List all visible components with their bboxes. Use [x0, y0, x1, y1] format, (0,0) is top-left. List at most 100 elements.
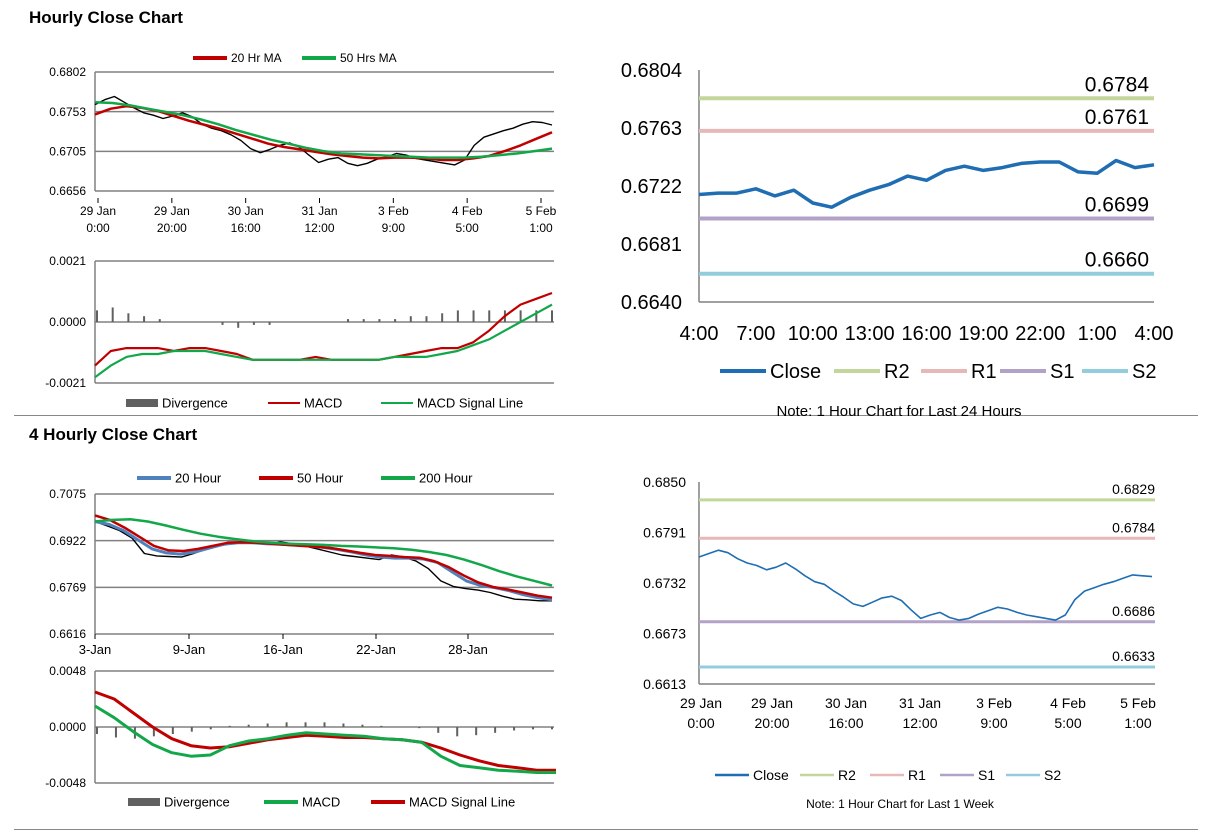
hourly-24h-y-tick-label: 0.6681 — [621, 234, 682, 256]
hourly-price-legend-20hr-label: 20 Hr MA — [231, 51, 282, 65]
hourly-price-y-tick-label: 0.6802 — [49, 65, 86, 79]
hourly-week-x-tick-label: 1:00 — [1124, 715, 1151, 731]
hourly-macd-y-tick-label: 0.0000 — [49, 315, 86, 329]
hourly-24h-s2-label: 0.6660 — [1085, 249, 1149, 272]
hourly-price-x-tick-label: 3 Feb — [378, 204, 409, 218]
four-hourly-macd-macd-line — [94, 704, 556, 774]
hourly-week-x-tick-label: 3 Feb — [976, 695, 1012, 711]
hourly-week-s2-label: 0.6633 — [1112, 648, 1155, 664]
hourly-24h-r2-label: 0.6784 — [1085, 73, 1150, 96]
hourly-week-note: Note: 1 Hour Chart for Last 1 Week — [806, 797, 995, 811]
four-hourly-price-x-tick-label: 9-Jan — [173, 642, 206, 657]
four-hourly-macd-y-tick-label: -0.0048 — [45, 776, 86, 790]
hourly-24h-x-tick-label: 4:00 — [680, 323, 719, 345]
hourly-week-y-tick-label: 0.6732 — [643, 575, 686, 591]
four-hourly-macd-signal-line — [94, 690, 556, 772]
section-separator — [14, 415, 1198, 416]
hourly-week-x-tick-label: 29 Jan — [680, 695, 722, 711]
hourly-week-x-tick-label: 9:00 — [980, 715, 1007, 731]
four-hourly-macd-y-tick-label: 0.0048 — [49, 664, 86, 678]
hourly-24h-x-tick-label: 10:00 — [788, 323, 838, 345]
hourly-week-legend-s1-label: S1 — [978, 767, 995, 783]
four-hourly-macd-legend-divergence-label: Divergence — [164, 795, 230, 810]
hourly-week-x-tick-label: 12:00 — [902, 715, 937, 731]
hourly-price-x-tick-label: 12:00 — [304, 221, 334, 235]
hourly-week-legend-s2-label: S2 — [1044, 767, 1061, 783]
hourly-week-r1-label: 0.6784 — [1112, 519, 1155, 535]
hourly-24h-x-tick-label: 22:00 — [1015, 323, 1065, 345]
hourly-price-x-tick-label: 9:00 — [382, 221, 406, 235]
hourly-week-y-tick-label: 0.6673 — [643, 625, 686, 641]
hourly-macd-legend-divergence-swatch — [126, 399, 158, 407]
hourly-week-x-tick-label: 31 Jan — [899, 695, 941, 711]
four-hourly-price-y-tick-label: 0.6769 — [49, 581, 86, 595]
hourly-week-x-tick-label: 5 Feb — [1120, 695, 1156, 711]
hourly-section-title: Hourly Close Chart — [29, 8, 183, 27]
hourly-24h-s1-label: 0.6699 — [1085, 194, 1149, 217]
four-hourly-price-x-tick-label: 22-Jan — [356, 642, 396, 657]
hourly-macd-y-tick-label: 0.0021 — [49, 254, 86, 268]
hourly-24h-r1-label: 0.6761 — [1085, 106, 1149, 129]
hourly-week-r2-label: 0.6829 — [1112, 481, 1155, 497]
hourly-price-x-tick-label: 16:00 — [231, 221, 261, 235]
hourly-24h-legend-r2-label: R2 — [884, 361, 910, 383]
four-hourly-price-legend-50hour-label: 50 Hour — [297, 471, 344, 486]
hourly-24h-x-tick-label: 1:00 — [1078, 323, 1117, 345]
hourly-week-x-tick-label: 29 Jan — [751, 695, 793, 711]
hourly-price-x-tick-label: 31 Jan — [301, 204, 337, 218]
hourly-week-x-tick-label: 30 Jan — [825, 695, 867, 711]
four-hourly-price-legend-20hour-label: 20 Hour — [175, 471, 222, 486]
four-hourly-macd-y-tick-label: 0.0000 — [49, 720, 86, 734]
hourly-24h-y-tick-label: 0.6763 — [621, 118, 682, 140]
bottom-separator — [14, 829, 1198, 830]
hourly-price-close-line — [94, 95, 553, 167]
four-hourly-macd-legend-macd-label: MACD — [302, 795, 340, 810]
hourly-week-x-tick-label: 16:00 — [828, 715, 863, 731]
hourly-price-x-tick-label: 29 Jan — [154, 204, 190, 218]
hourly-week-close-line — [698, 549, 1153, 621]
hourly-price-y-tick-label: 0.6705 — [49, 145, 86, 159]
hourly-week-x-tick-label: 0:00 — [687, 715, 714, 731]
hourly-price-x-tick-label: 0:00 — [86, 221, 110, 235]
hourly-macd-macd-line — [94, 291, 553, 367]
hourly-price-x-tick-label: 5 Feb — [526, 204, 557, 218]
hourly-24h-y-tick-label: 0.6804 — [621, 60, 682, 82]
four-hourly-price-y-tick-label: 0.6922 — [49, 534, 86, 548]
hourly-24h-x-tick-label: 19:00 — [958, 323, 1008, 345]
hourly-24h-legend-s2-label: S2 — [1132, 361, 1156, 383]
hourly-week-y-tick-label: 0.6791 — [643, 524, 686, 540]
four-hourly-price-x-tick-label: 28-Jan — [448, 642, 488, 657]
hourly-price-x-tick-label: 29 Jan — [80, 204, 116, 218]
hourly-24h-x-tick-label: 7:00 — [736, 323, 775, 345]
hourly-24h-x-tick-label: 16:00 — [901, 323, 951, 345]
hourly-week-legend-r1-label: R1 — [908, 767, 926, 783]
hourly-24h-legend-s1-label: S1 — [1050, 361, 1074, 383]
hourly-macd-legend-divergence-label: Divergence — [162, 396, 228, 411]
four-hourly-price-50hour-line — [94, 514, 553, 599]
hourly-macd-signal-line — [94, 303, 553, 379]
hourly-price-x-tick-label: 5:00 — [455, 221, 479, 235]
hourly-price-x-tick-label: 1:00 — [529, 221, 553, 235]
hourly-24h-y-tick-label: 0.6722 — [621, 176, 682, 198]
hourly-week-y-tick-label: 0.6613 — [643, 676, 686, 692]
four-hourly-macd-legend-signal-label: MACD Signal Line — [409, 795, 515, 810]
hourly-price-legend-50hrs-label: 50 Hrs MA — [340, 51, 397, 65]
hourly-week-y-tick-label: 0.6850 — [643, 474, 686, 490]
hourly-week-x-tick-label: 5:00 — [1054, 715, 1081, 731]
hourly-macd-legend-macd-label: MACD — [304, 396, 342, 411]
hourly-24h-x-tick-label: 13:00 — [845, 323, 895, 345]
hourly-week-legend-r2-label: R2 — [838, 767, 856, 783]
hourly-24h-legend-close-label: Close — [770, 361, 821, 383]
four-hourly-section-title: 4 Hourly Close Chart — [29, 425, 198, 444]
four-hourly-price-y-tick-label: 0.6616 — [49, 627, 86, 641]
hourly-week-s1-label: 0.6686 — [1112, 603, 1155, 619]
hourly-24h-x-tick-label: 4:00 — [1135, 323, 1174, 345]
hourly-macd-y-tick-label: -0.0021 — [45, 376, 86, 390]
four-hourly-macd-legend-divergence-swatch — [128, 798, 160, 806]
hourly-24h-note: Note: 1 Hour Chart for Last 24 Hours — [776, 403, 1021, 420]
hourly-24h-legend-r1-label: R1 — [971, 361, 997, 383]
hourly-price-x-tick-label: 20:00 — [157, 221, 187, 235]
hourly-price-50hrs-ma-line — [94, 100, 553, 159]
four-hourly-price-y-tick-label: 0.7075 — [49, 487, 86, 501]
